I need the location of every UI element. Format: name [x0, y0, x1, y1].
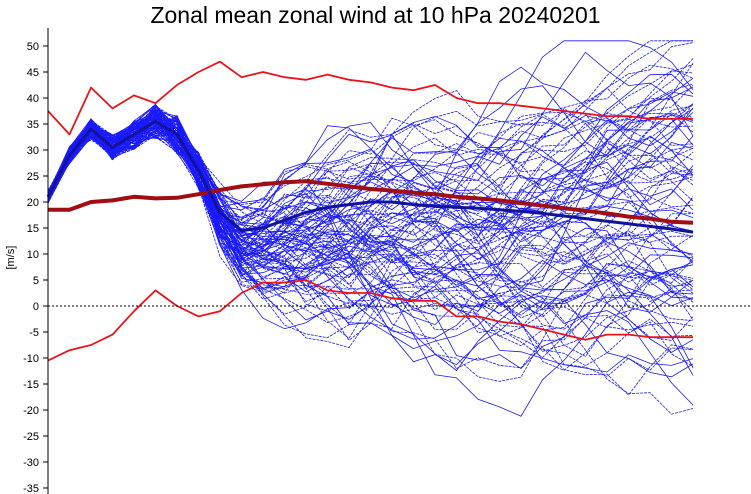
- ensemble-member-line: [47, 118, 694, 370]
- y-tick-label: -10: [23, 353, 39, 365]
- y-tick-label: 30: [27, 145, 39, 157]
- ensemble-member-line: [47, 123, 694, 250]
- ensemble-member-line: [47, 114, 694, 266]
- ensemble-member-line: [47, 103, 694, 226]
- y-tick-label: 15: [27, 223, 39, 235]
- y-tick-label: 5: [33, 275, 39, 287]
- ensemble-member-line: [47, 97, 694, 252]
- y-tick-label: 0: [33, 301, 39, 313]
- ensemble-member-line: [47, 83, 694, 294]
- ensemble-member-line: [47, 104, 694, 417]
- ensemble-member-line: [47, 122, 694, 310]
- ensemble-member-line: [47, 125, 694, 286]
- chart-title: Zonal mean zonal wind at 10 hPa 20240201: [150, 2, 601, 28]
- ensemble-member-line: [47, 130, 694, 265]
- ensemble-member-line: [47, 73, 694, 288]
- climatology-min-line: [47, 279, 693, 362]
- ensemble-member-line: [47, 115, 694, 257]
- ensemble-mean-line: [46, 119, 694, 234]
- ensemble-member-line: [47, 66, 694, 247]
- ensemble-member-line: [47, 106, 694, 378]
- ensemble-member-line: [47, 108, 694, 266]
- ensemble-member-line: [47, 125, 694, 330]
- ensemble-member-line: [47, 131, 694, 370]
- ensemble-member-line: [47, 104, 694, 367]
- y-tick-label: 35: [27, 119, 39, 131]
- ensemble-member-line: [47, 118, 694, 329]
- ensemble-member-line: [47, 127, 694, 347]
- ensemble-member-line: [47, 42, 694, 232]
- ensemble-member-line: [47, 113, 694, 295]
- axis-layer: -35 -30 -25 -20 -15 -10 -5 0 5 10 15 20 25 30 35 40 45 50: [23, 28, 751, 494]
- y-tick-label: -5: [29, 327, 39, 339]
- y-axis-label: [m/s]: [5, 246, 17, 270]
- ensemble-member-line: [47, 116, 694, 350]
- climatology-layer: [46, 60, 694, 362]
- ensemble-member-line: [47, 40, 693, 243]
- ensemble-member-line: [47, 128, 694, 289]
- ensemble-member-line: [47, 104, 694, 321]
- ensemble-member-line: [47, 105, 694, 315]
- ensemble-member-line: [47, 113, 694, 243]
- ensemble-member-line: [47, 103, 694, 299]
- y-tick-label: 50: [27, 41, 39, 53]
- y-tick-label: 45: [27, 67, 39, 79]
- y-tick-label: 10: [27, 249, 39, 261]
- ensemble-member-line: [47, 114, 694, 359]
- y-tick-label: -20: [23, 405, 39, 417]
- y-tick-label: -30: [23, 457, 39, 469]
- y-tick-label: -25: [23, 431, 39, 443]
- ensemble-member-line: [47, 64, 694, 234]
- ensemble-member-line: [47, 127, 694, 349]
- ensemble-member-line: [47, 122, 694, 288]
- y-tick-label: -15: [23, 379, 39, 391]
- y-tick-label: 25: [27, 171, 39, 183]
- ensemble-members-layer: [47, 40, 694, 417]
- ensemble-member-line: [47, 108, 694, 357]
- ensemble-member-line: [47, 116, 694, 382]
- y-tick-label: 40: [27, 93, 39, 105]
- y-tick-label: 20: [27, 197, 39, 209]
- y-tick-label: -35: [23, 483, 39, 494]
- climatology-mean-line: [48, 179, 694, 225]
- climatology-max-line: [47, 60, 693, 136]
- ensemble-member-line: [47, 58, 694, 246]
- ensemble-member-line: [47, 123, 694, 328]
